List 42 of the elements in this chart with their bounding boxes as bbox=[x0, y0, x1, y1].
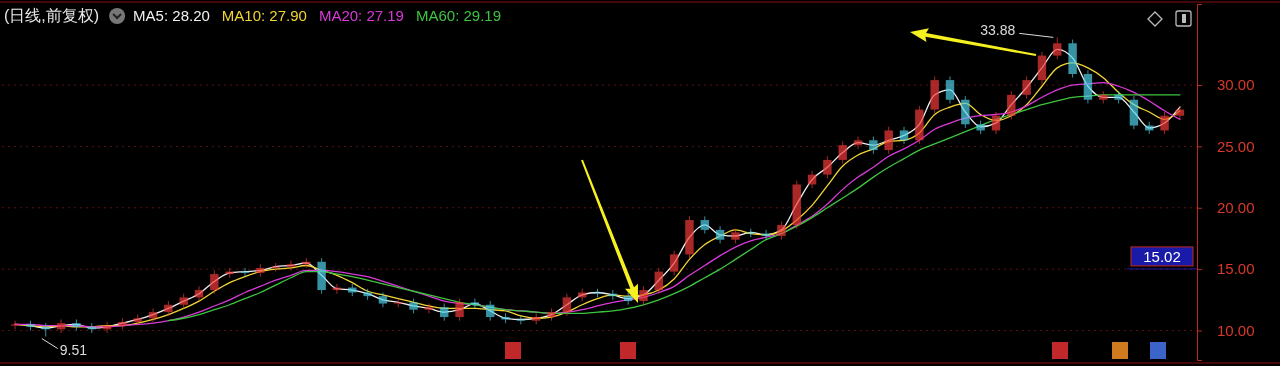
candlestick bbox=[210, 269, 219, 295]
candlestick bbox=[945, 75, 955, 104]
y-tick-label: 20.00 bbox=[1217, 199, 1255, 217]
annotation: 9.51 bbox=[59, 341, 88, 358]
chart-title: (日线,前复权) bbox=[4, 7, 100, 24]
candlestick bbox=[639, 285, 648, 306]
text: MA10: 27.90 bbox=[221, 7, 307, 24]
candlestick bbox=[1053, 36, 1062, 60]
candlestick bbox=[516, 315, 526, 325]
ref-line-label: 15.02 bbox=[1143, 247, 1181, 265]
candlestick bbox=[1175, 105, 1185, 120]
candlestick bbox=[853, 136, 863, 150]
candlestick bbox=[10, 320, 20, 330]
candlestick bbox=[470, 298, 480, 309]
candlestick bbox=[56, 318, 66, 334]
y-tick-label: 30.00 bbox=[1217, 76, 1255, 94]
candlestick bbox=[378, 291, 388, 308]
candlestick bbox=[424, 303, 434, 314]
y-tick-label: 10.00 bbox=[1217, 321, 1255, 339]
line-series bbox=[167, 94, 1181, 322]
candlestick bbox=[1160, 111, 1169, 135]
candlestick bbox=[148, 307, 158, 323]
candlestick bbox=[777, 220, 786, 241]
candlestick bbox=[884, 126, 893, 155]
candlestick bbox=[823, 155, 832, 179]
candlestick bbox=[991, 111, 1001, 135]
candlestick bbox=[654, 267, 664, 295]
text: MA60: 29.19 bbox=[415, 7, 502, 24]
candlestick bbox=[286, 260, 296, 271]
candlestick bbox=[838, 140, 847, 165]
annotation: 33.88 bbox=[980, 22, 1016, 39]
candlestick bbox=[1022, 75, 1031, 100]
candlestick bbox=[455, 298, 464, 322]
y-tick-label: 25.00 bbox=[1217, 137, 1255, 155]
candlestick bbox=[669, 250, 679, 276]
candlestick bbox=[194, 285, 204, 302]
text: MA5: 28.20 bbox=[133, 7, 210, 24]
candlestick bbox=[1007, 90, 1016, 120]
candlestick bbox=[562, 293, 572, 317]
candlestick bbox=[486, 300, 495, 322]
text: MA20: 27.19 bbox=[318, 7, 404, 24]
y-tick-label: 15.00 bbox=[1217, 260, 1255, 278]
